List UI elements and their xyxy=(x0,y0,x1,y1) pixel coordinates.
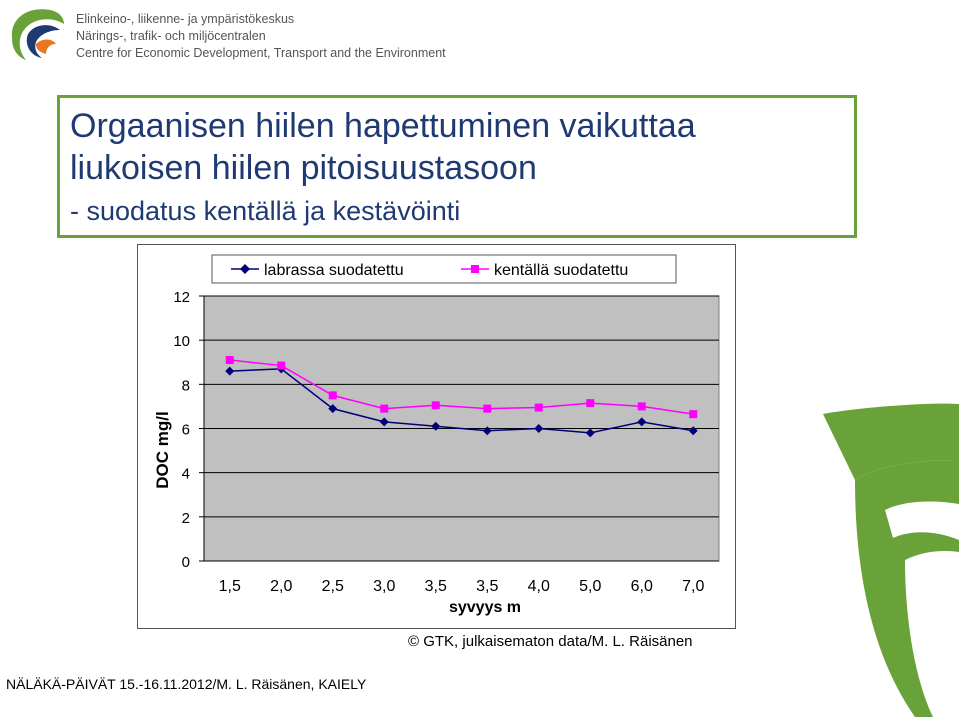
data-point xyxy=(483,404,492,413)
slide-title-line1: Orgaanisen hiilen hapettuminen vaikuttaa xyxy=(70,107,696,145)
data-point xyxy=(585,428,595,438)
data-point xyxy=(225,356,234,365)
x-tick-label: 4,0 xyxy=(528,578,550,595)
data-point xyxy=(534,424,544,433)
slide-subtitle: - suodatus kentällä ja kestävöinti xyxy=(70,196,461,226)
data-point xyxy=(431,421,441,431)
y-tick-label: 6 xyxy=(182,422,190,439)
data-point xyxy=(431,401,440,410)
legend-label-field: kentällä suodatettu xyxy=(494,262,628,279)
y-tick-label: 12 xyxy=(173,289,190,306)
x-tick-label: 2,5 xyxy=(322,578,344,595)
data-point xyxy=(328,404,338,414)
x-tick-label: 1,5 xyxy=(219,578,241,595)
decorative-leaf-icon xyxy=(823,403,959,717)
data-point xyxy=(637,402,646,411)
data-point xyxy=(380,404,389,413)
org-name-finnish: Elinkeino-, liikenne- ja ympäristökeskus xyxy=(76,12,295,26)
data-point xyxy=(328,391,337,400)
data-point xyxy=(534,403,543,412)
y-axis-ticks: 0 2 4 6 8 10 12 xyxy=(173,289,719,571)
x-axis-ticks: 1,5 2,0 2,5 3,0 3,5 3,5 4,0 5,0 6,0 7,0 xyxy=(219,578,705,595)
legend-label-lab: labrassa suodatettu xyxy=(264,262,404,279)
series-line xyxy=(229,359,694,415)
org-name-swedish: Närings-, trafik- och miljöcentralen xyxy=(76,29,266,43)
data-point xyxy=(688,426,698,436)
data-point xyxy=(689,410,698,419)
x-tick-label: 2,0 xyxy=(270,578,292,595)
x-tick-label: 6,0 xyxy=(631,578,653,595)
y-tick-label: 0 xyxy=(182,554,190,571)
data-point xyxy=(225,366,235,376)
data-point xyxy=(482,426,492,436)
slide-title-box: Orgaanisen hiilen hapettuminen vaikuttaa… xyxy=(57,95,857,238)
x-tick-label: 5,0 xyxy=(579,578,601,595)
data-point xyxy=(277,361,286,370)
legend: labrassa suodatettu kentällä suodatettu xyxy=(211,254,677,284)
data-credit: © GTK, julkaisematon data/M. L. Räisänen xyxy=(408,633,693,650)
data-point xyxy=(586,399,595,408)
x-axis-title: syvyys m xyxy=(449,599,521,616)
x-tick-label: 3,5 xyxy=(425,578,447,595)
y-axis-title: DOC mg/l xyxy=(153,411,172,488)
y-tick-label: 10 xyxy=(173,333,190,350)
y-tick-label: 8 xyxy=(182,377,190,394)
footer-text: NÄLÄKÄ-PÄIVÄT 15.-16.11.2012/M. L. Räisä… xyxy=(6,676,367,692)
x-tick-label: 3,5 xyxy=(476,578,498,595)
organization-name: Elinkeino-, liikenne- ja ympäristökeskus… xyxy=(76,11,446,62)
y-tick-label: 2 xyxy=(182,510,190,527)
data-point xyxy=(379,417,389,427)
ely-logo-icon xyxy=(11,9,64,60)
series-lines xyxy=(225,356,698,438)
y-tick-label: 4 xyxy=(182,466,190,483)
x-tick-label: 3,0 xyxy=(373,578,395,595)
data-point xyxy=(637,417,647,427)
x-tick-label: 7,0 xyxy=(682,578,704,595)
series-line xyxy=(229,368,694,434)
slide-title-line2: liukoisen hiilen pitoisuustasoon xyxy=(70,149,537,187)
org-name-english: Centre for Economic Development, Transpo… xyxy=(76,46,446,60)
